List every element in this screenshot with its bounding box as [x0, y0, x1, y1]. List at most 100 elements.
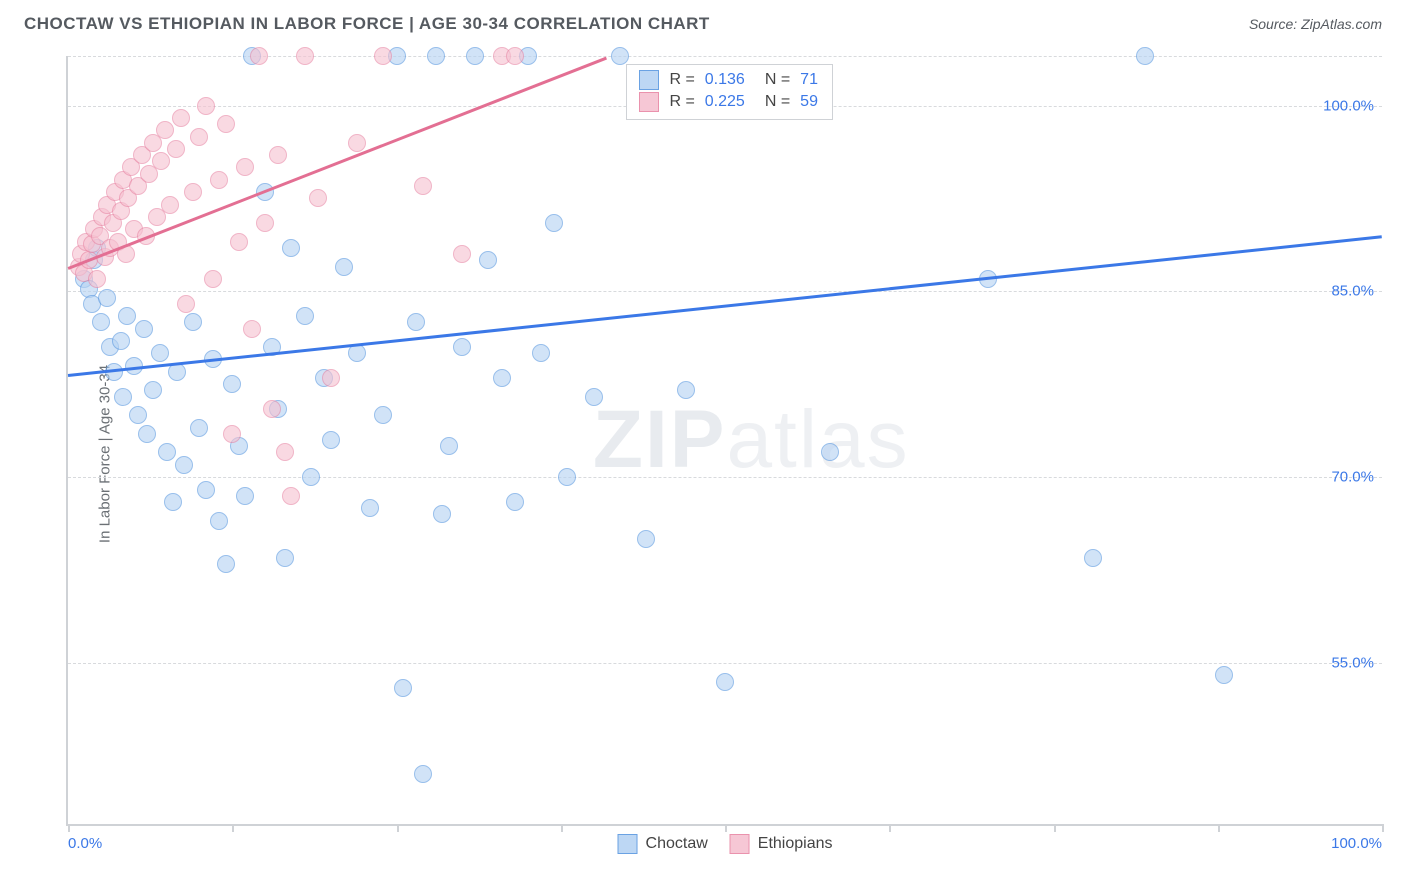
- scatter-point: [112, 332, 130, 350]
- scatter-point: [276, 443, 294, 461]
- scatter-point: [172, 109, 190, 127]
- plot-area: ZIPatlas 55.0%70.0%85.0%100.0%0.0%100.0%…: [66, 56, 1382, 826]
- scatter-point: [158, 443, 176, 461]
- scatter-point: [190, 128, 208, 146]
- scatter-point: [361, 499, 379, 517]
- scatter-point: [92, 313, 110, 331]
- chart-title: CHOCTAW VS ETHIOPIAN IN LABOR FORCE | AG…: [24, 14, 710, 34]
- scatter-point: [151, 344, 169, 362]
- scatter-point: [152, 152, 170, 170]
- scatter-point: [453, 245, 471, 263]
- scatter-point: [716, 673, 734, 691]
- scatter-point: [243, 320, 261, 338]
- scatter-point: [322, 431, 340, 449]
- scatter-point: [611, 47, 629, 65]
- legend-series-name: Choctaw: [646, 835, 708, 853]
- scatter-point: [204, 270, 222, 288]
- scatter-point: [296, 307, 314, 325]
- scatter-point: [269, 146, 287, 164]
- scatter-point: [98, 289, 116, 307]
- legend-n-label: N =: [765, 93, 790, 111]
- x-tick: [397, 824, 399, 832]
- scatter-point: [309, 189, 327, 207]
- source-attribution: Source: ZipAtlas.com: [1249, 16, 1382, 32]
- legend-series-name: Ethiopians: [758, 835, 833, 853]
- gridline-horizontal: [68, 663, 1382, 664]
- scatter-point: [414, 177, 432, 195]
- scatter-point: [414, 765, 432, 783]
- x-tick: [561, 824, 563, 832]
- legend-swatch: [639, 70, 659, 90]
- scatter-point: [637, 530, 655, 548]
- scatter-point: [677, 381, 695, 399]
- source-prefix: Source:: [1249, 16, 1301, 32]
- scatter-point: [322, 369, 340, 387]
- scatter-point: [210, 512, 228, 530]
- scatter-point: [1084, 549, 1102, 567]
- scatter-point: [545, 214, 563, 232]
- scatter-point: [374, 47, 392, 65]
- scatter-point: [506, 493, 524, 511]
- x-tick-label: 0.0%: [68, 835, 102, 852]
- scatter-point: [236, 487, 254, 505]
- scatter-point: [256, 214, 274, 232]
- scatter-point: [493, 369, 511, 387]
- scatter-point: [197, 481, 215, 499]
- series-legend: Choctaw Ethiopians: [618, 834, 833, 854]
- x-tick: [725, 824, 727, 832]
- scatter-point: [348, 344, 366, 362]
- scatter-point: [210, 171, 228, 189]
- scatter-point: [335, 258, 353, 276]
- scatter-point: [144, 381, 162, 399]
- scatter-point: [585, 388, 603, 406]
- legend-swatch: [730, 834, 750, 854]
- scatter-point: [114, 388, 132, 406]
- legend-swatch: [639, 92, 659, 112]
- legend-n-value: 71: [800, 71, 818, 89]
- scatter-point: [156, 121, 174, 139]
- scatter-point: [250, 47, 268, 65]
- scatter-point: [374, 406, 392, 424]
- scatter-point: [88, 270, 106, 288]
- watermark-light: atlas: [726, 394, 909, 485]
- legend-r-label: R =: [669, 93, 694, 111]
- x-tick: [68, 824, 70, 832]
- scatter-point: [223, 425, 241, 443]
- scatter-point: [184, 183, 202, 201]
- legend-item: Ethiopians: [730, 834, 833, 854]
- correlation-legend: R =0.136N =71R =0.225N =59: [626, 64, 833, 120]
- y-tick-label: 70.0%: [1331, 469, 1374, 486]
- scatter-point: [129, 406, 147, 424]
- legend-r-value: 0.136: [705, 71, 745, 89]
- watermark-bold: ZIP: [593, 394, 727, 485]
- y-tick-label: 55.0%: [1331, 654, 1374, 671]
- scatter-point: [433, 505, 451, 523]
- legend-item: Choctaw: [618, 834, 708, 854]
- x-tick: [1382, 824, 1384, 832]
- scatter-point: [453, 338, 471, 356]
- scatter-point: [217, 555, 235, 573]
- x-tick-label: 100.0%: [1331, 835, 1382, 852]
- legend-r-label: R =: [669, 71, 694, 89]
- scatter-point: [236, 158, 254, 176]
- scatter-point: [532, 344, 550, 362]
- scatter-point: [177, 295, 195, 313]
- scatter-point: [230, 233, 248, 251]
- scatter-point: [276, 549, 294, 567]
- scatter-point: [1136, 47, 1154, 65]
- trend-line: [68, 236, 1382, 377]
- scatter-point: [348, 134, 366, 152]
- legend-n-label: N =: [765, 71, 790, 89]
- x-tick: [1054, 824, 1056, 832]
- legend-row: R = 0.136 N = 71: [639, 69, 818, 91]
- scatter-point: [184, 313, 202, 331]
- scatter-point: [223, 375, 241, 393]
- x-tick: [1218, 824, 1220, 832]
- legend-swatch: [618, 834, 638, 854]
- scatter-point: [167, 140, 185, 158]
- scatter-point: [394, 679, 412, 697]
- scatter-point: [282, 487, 300, 505]
- legend-row: R =0.225N =59: [639, 91, 818, 113]
- scatter-point: [138, 425, 156, 443]
- legend-r-value: 0.225: [705, 93, 745, 111]
